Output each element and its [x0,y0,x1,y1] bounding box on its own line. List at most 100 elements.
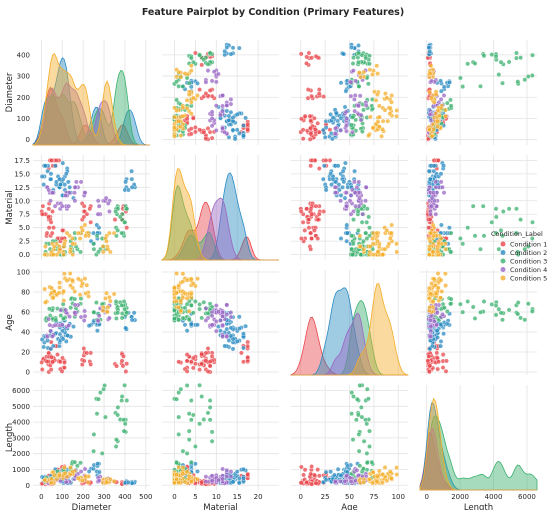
scatter-point [176,69,182,75]
scatter-point [465,299,471,304]
scatter-point [394,241,399,247]
scatter-point [203,79,209,85]
scatter-point [192,361,198,367]
scatter-point [72,198,78,204]
scatter-point [60,328,65,334]
scatter-point [205,346,211,351]
scatter-point [367,476,373,482]
scatter-point [104,238,109,244]
scatter-point [434,203,440,209]
scatter-point [176,83,182,89]
scatter-point [75,230,81,236]
scatter-point [330,176,336,182]
scatter-point [438,78,443,84]
scatter-point [426,295,432,301]
scatter-point [306,50,312,56]
scatter-point [428,291,434,297]
scatter-point [529,236,535,241]
scatter-point [441,331,446,337]
panel-diameter-vs-diameter [32,40,150,146]
scatter-point [71,324,76,329]
scatter-point [40,203,46,209]
scatter-point [522,317,528,323]
scatter-point [184,295,190,301]
scatter-point [87,206,93,212]
scatter-point [444,358,449,364]
scatter-point [186,411,192,417]
scatter-point [190,412,196,418]
scatter-point [430,222,436,228]
scatter-point [46,187,52,193]
y-tick-label: 40 [21,329,30,337]
scatter-point [184,105,190,111]
scatter-point [323,469,329,475]
scatter-point [209,135,215,141]
scatter-point [335,163,341,169]
x-tick-label: 0 [299,493,303,501]
scatter-point [316,473,322,479]
scatter-point [370,469,376,475]
scatter-point [197,367,203,372]
scatter-point [56,290,62,296]
scatter-point [86,323,92,329]
scatter-point [435,249,441,255]
scatter-point [348,45,354,50]
density-curve-condition-5 [161,168,279,261]
scatter-point [172,316,177,322]
scatter-point [529,73,535,78]
scatter-point [50,190,55,196]
scatter-point [172,125,177,131]
scatter-point [322,134,328,140]
scatter-point [213,319,219,324]
scatter-point [357,233,363,239]
scatter-point [357,93,363,99]
scatter-point [68,305,74,311]
x-tick-label: 50 [345,493,354,501]
scatter-point [367,114,373,120]
scatter-point [60,355,65,361]
scatter-point [433,111,439,117]
scatter-point [197,421,203,427]
scatter-point [107,315,112,321]
scatter-point [245,121,251,127]
scatter-point [218,112,223,118]
scatter-point [61,252,66,258]
scatter-point [315,217,321,223]
scatter-point [52,322,58,328]
scatter-point [316,129,322,135]
scatter-point [298,464,304,470]
scatter-point [203,350,209,356]
scatter-point [77,236,83,241]
scatter-point [81,346,87,351]
scatter-point [241,331,246,337]
scatter-point [111,291,117,297]
scatter-point [356,50,361,56]
scatter-point [174,290,180,296]
scatter-point [427,89,433,95]
scatter-point [124,398,130,403]
scatter-point [340,168,346,174]
scatter-point [338,198,343,204]
scatter-point [353,203,358,209]
scatter-point [316,91,322,96]
scatter-point [309,236,314,241]
scatter-point [429,203,434,209]
scatter-point [496,72,502,78]
scatter-point [184,383,190,388]
scatter-point [356,448,362,454]
scatter-point [323,477,329,483]
scatter-point [427,363,433,369]
scatter-point [298,236,304,241]
scatter-point [349,246,355,252]
scatter-point [320,176,326,182]
scatter-point [478,309,483,315]
scatter-point [429,343,435,349]
scatter-point [361,238,366,244]
legend-label-3: Condition 3 [510,257,547,265]
scatter-point [197,382,203,388]
scatter-point [430,298,436,304]
scatter-point [354,184,360,190]
legend-label-2: Condition 2 [510,249,547,257]
scatter-point [430,190,436,196]
scatter-point [493,303,499,308]
